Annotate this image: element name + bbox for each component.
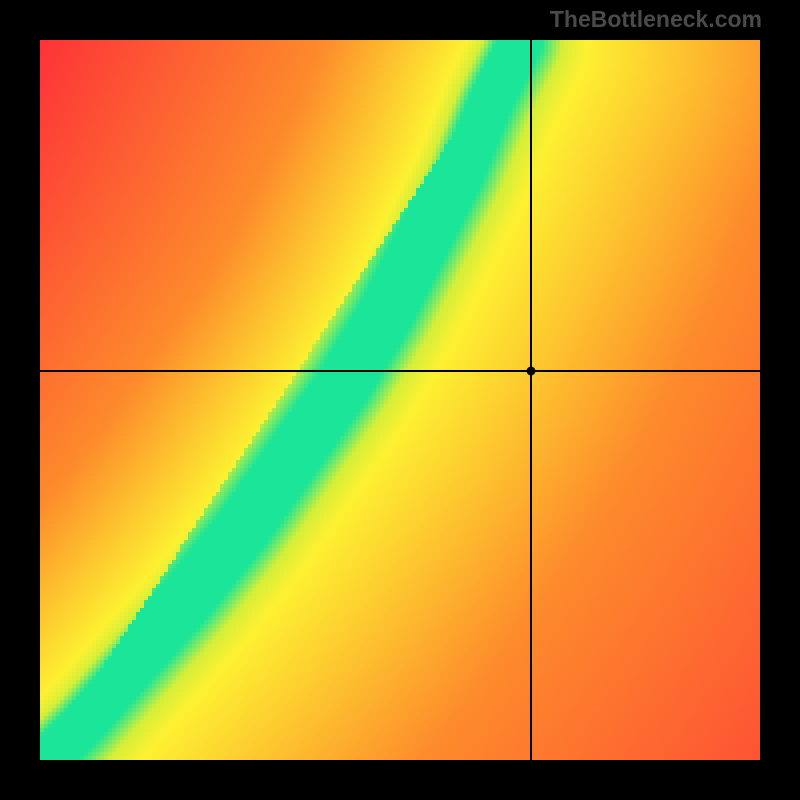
crosshair-vertical bbox=[530, 40, 532, 760]
heatmap-canvas bbox=[40, 40, 760, 760]
watermark-text: TheBottleneck.com bbox=[550, 6, 762, 33]
heatmap-plot bbox=[40, 40, 760, 760]
crosshair-horizontal bbox=[40, 370, 760, 372]
crosshair-point bbox=[527, 367, 536, 376]
